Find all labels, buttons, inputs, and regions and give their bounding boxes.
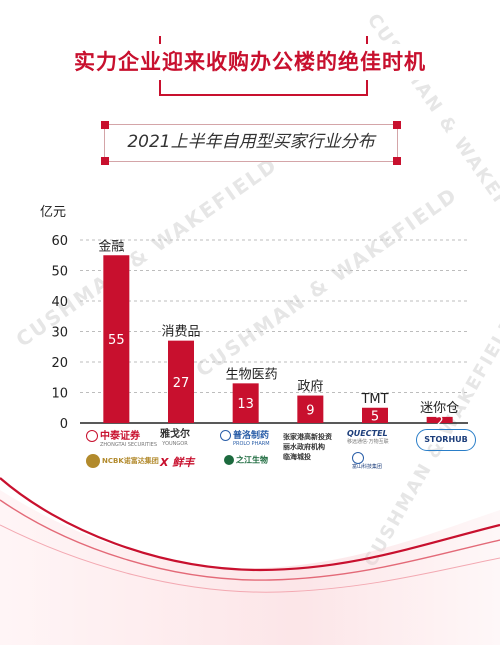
logo-text: QUECTEL [347, 429, 388, 438]
logo-subtext: 富山科技集团 [352, 464, 383, 470]
y-tick-label: 20 [51, 356, 68, 371]
logo-prolo: 普洛制药 PROLO PHARM [220, 430, 270, 447]
category-label: 消费品 [161, 325, 200, 340]
gov-buyer: 临海城投 [283, 453, 311, 461]
data-label: 9 [306, 403, 314, 418]
category-label: 金融 [98, 238, 124, 254]
government-buyers-list: 张家港高新投资 丽水政府机构 临海城投 [283, 432, 332, 462]
data-label: 13 [237, 397, 254, 412]
logo-text: STORHUB [424, 435, 468, 444]
decorative-waves [0, 477, 500, 645]
logo-text: NCBK诺富达集团 [102, 457, 159, 465]
data-label: 5 [371, 409, 379, 424]
wave-line [0, 499, 500, 581]
y-tick-label: 10 [51, 387, 68, 402]
bar-2 [168, 340, 194, 423]
logo-zhongtai: 中泰证券 ZHONGTAI SECURITIES [86, 430, 157, 448]
category-label: 迷你仓 [420, 401, 459, 416]
wave-line [0, 477, 500, 572]
logo-text: 雅戈尔 [160, 429, 190, 440]
y-tick-label: 60 [51, 234, 68, 249]
gov-buyer: 张家港高新投资 [283, 433, 332, 441]
logo-youngor: 雅戈尔 YOUNGOR [160, 430, 190, 447]
y-tick-label: 30 [51, 326, 68, 341]
y-tick-label: 40 [51, 295, 68, 310]
logo-storhub: STORHUB [416, 429, 476, 451]
bar-5 [362, 407, 388, 423]
zhijiang-logo-icon [224, 455, 234, 465]
logo-quectel: QUECTEL 移远通信·万物互联 [347, 430, 389, 445]
logo-subtext: YOUNGOR [162, 441, 188, 447]
logo-text: 普洛制药 [233, 431, 270, 441]
zhongtai-logo-icon [86, 430, 98, 442]
ncbk-logo-icon [86, 454, 100, 468]
data-label: 27 [173, 376, 190, 391]
logo-xianfeng: X 鲜丰 [160, 457, 194, 468]
wave-fill [0, 490, 500, 645]
bar-1 [103, 255, 130, 423]
y-axis-unit-label: 亿元 [40, 205, 67, 220]
pill-corner-mark [393, 157, 401, 165]
logo-zhijiang: 之江生物 [224, 455, 268, 465]
pill-corner-mark [101, 121, 109, 129]
logo-subtext: ZHONGTAI SECURITIES [100, 442, 158, 448]
chart-title-pill: 2021上半年自用型买家行业分布 [101, 121, 401, 165]
logo-text: X 鲜丰 [160, 456, 195, 469]
category-label: TMT [360, 392, 388, 407]
gov-buyer: 丽水政府机构 [283, 443, 325, 451]
data-label: 2 [436, 415, 444, 430]
logo-text: 中泰证券 [100, 431, 140, 442]
prolo-logo-icon [220, 430, 231, 441]
pill-corner-mark [393, 121, 401, 129]
logo-fushan: 富山科技集团 [352, 452, 382, 470]
pill-corner-mark [101, 157, 109, 165]
logo-subtext: PROLO PHARM [233, 441, 270, 447]
wave-line [0, 524, 500, 593]
bar-3 [232, 383, 259, 423]
category-label: 政府 [297, 380, 323, 395]
y-tick-label: 0 [60, 417, 68, 430]
y-tick-label: 50 [51, 265, 68, 280]
bar-6 [426, 416, 453, 423]
chart-title: 2021上半年自用型买家行业分布 [127, 132, 375, 152]
page-title: 实力企业迎来收购办公楼的绝佳时机 [20, 44, 480, 80]
fushan-logo-icon [352, 452, 364, 464]
logo-subtext: 移远通信·万物互联 [347, 439, 389, 445]
data-label: 55 [108, 333, 125, 348]
logo-text: 之江生物 [236, 455, 268, 465]
bar-4 [297, 395, 324, 423]
logo-ncbk: NCBK诺富达集团 [86, 454, 159, 468]
category-label: 生物医药 [226, 367, 278, 382]
